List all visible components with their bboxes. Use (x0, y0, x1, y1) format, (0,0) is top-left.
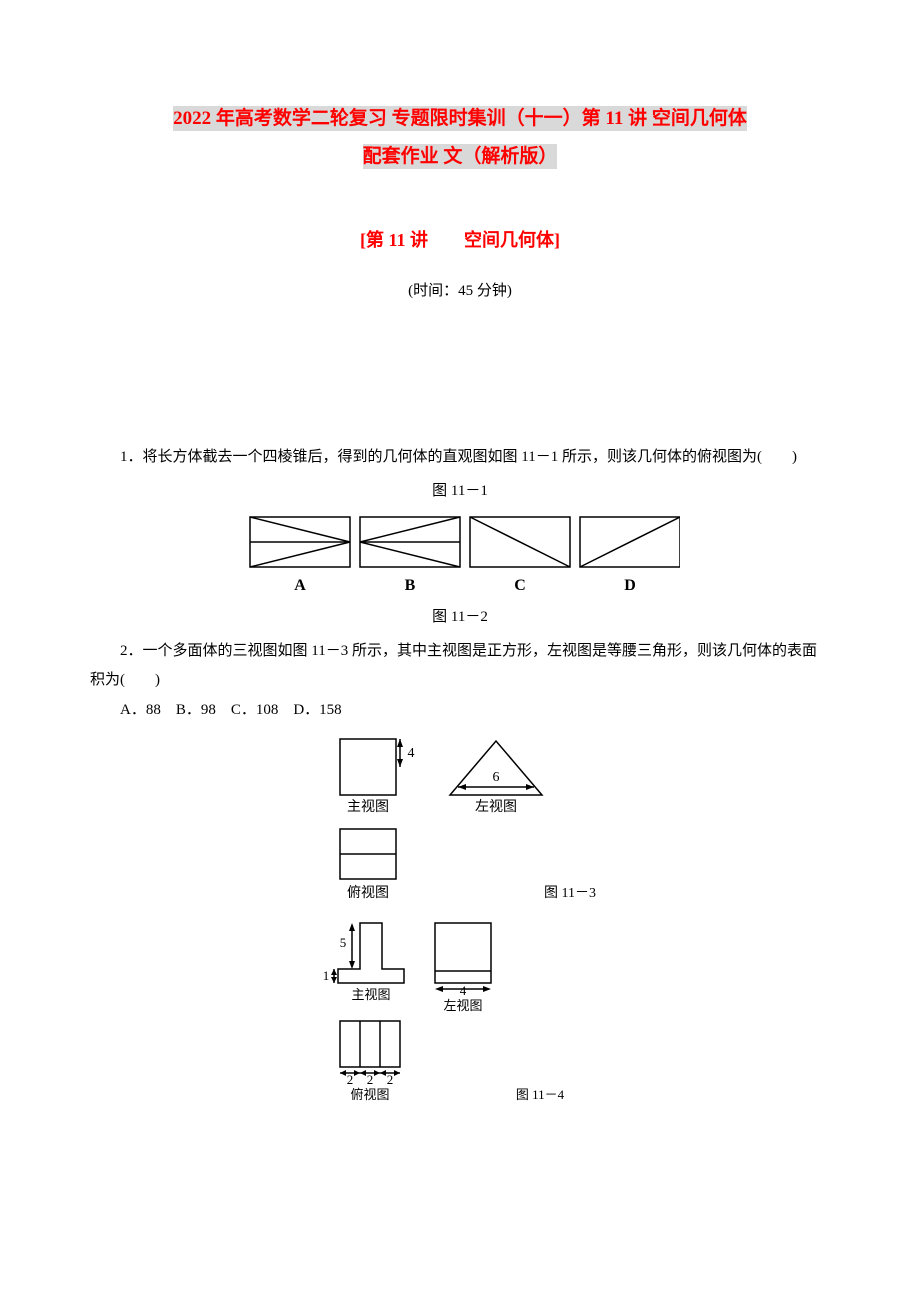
dim-6: 6 (493, 770, 500, 785)
figure-11-4-caption: 图 11－4 (516, 1087, 565, 1102)
dim-2b: 2 (367, 1072, 374, 1087)
top-view-label-2: 俯视图 (350, 1087, 389, 1102)
front-view-label-2: 主视图 (351, 987, 390, 1002)
figure-11-2-caption: 图 11－2 (90, 603, 830, 632)
title-line-1: 2022 年高考数学二轮复习 专题限时集训（十一）第 11 讲 空间几何体 (173, 106, 747, 131)
dim-2a: 2 (347, 1072, 354, 1087)
title-line-2: 配套作业 文（解析版） (363, 144, 558, 169)
lecture-title: [第 11 讲 空间几何体] (90, 226, 830, 255)
left-view-label-2: 左视图 (443, 998, 482, 1013)
top-view-label: 俯视图 (347, 885, 389, 901)
option-c-label: C (514, 577, 526, 594)
figure-11-1-caption: 图 11－1 (90, 477, 830, 506)
question-1-text: 1．将长方体截去一个四棱锥后，得到的几何体的直观图如图 11－1 所示，则该几何… (90, 443, 830, 472)
dim-4b: 4 (460, 983, 467, 998)
question-2-text: 2．一个多面体的三视图如图 11－3 所示，其中主视图是正方形，左视图是等腰三角… (90, 637, 830, 694)
figure-11-3: 4 主视图 6 左视图 俯视图 图 11－3 (90, 729, 830, 909)
dim-1: 1 (323, 968, 330, 983)
dim-4: 4 (408, 746, 415, 761)
front-view-label: 主视图 (347, 799, 389, 815)
left-view-label: 左视图 (475, 799, 517, 815)
dim-5: 5 (340, 935, 347, 950)
question-2-options: A．88 B．98 C．108 D．158 (90, 696, 830, 725)
figure-options-row: A B C D (90, 512, 830, 597)
figure-11-4: 5 1 主视图 4 左视图 2 2 2 俯视图 图 11－4 (90, 913, 830, 1103)
option-b-label: B (405, 577, 416, 594)
dim-2c: 2 (387, 1072, 394, 1087)
figure-11-3-caption: 图 11－3 (544, 886, 596, 901)
option-a-label: A (294, 577, 306, 594)
time-note: (时间：45 分钟) (90, 279, 830, 303)
option-d-label: D (624, 577, 636, 594)
